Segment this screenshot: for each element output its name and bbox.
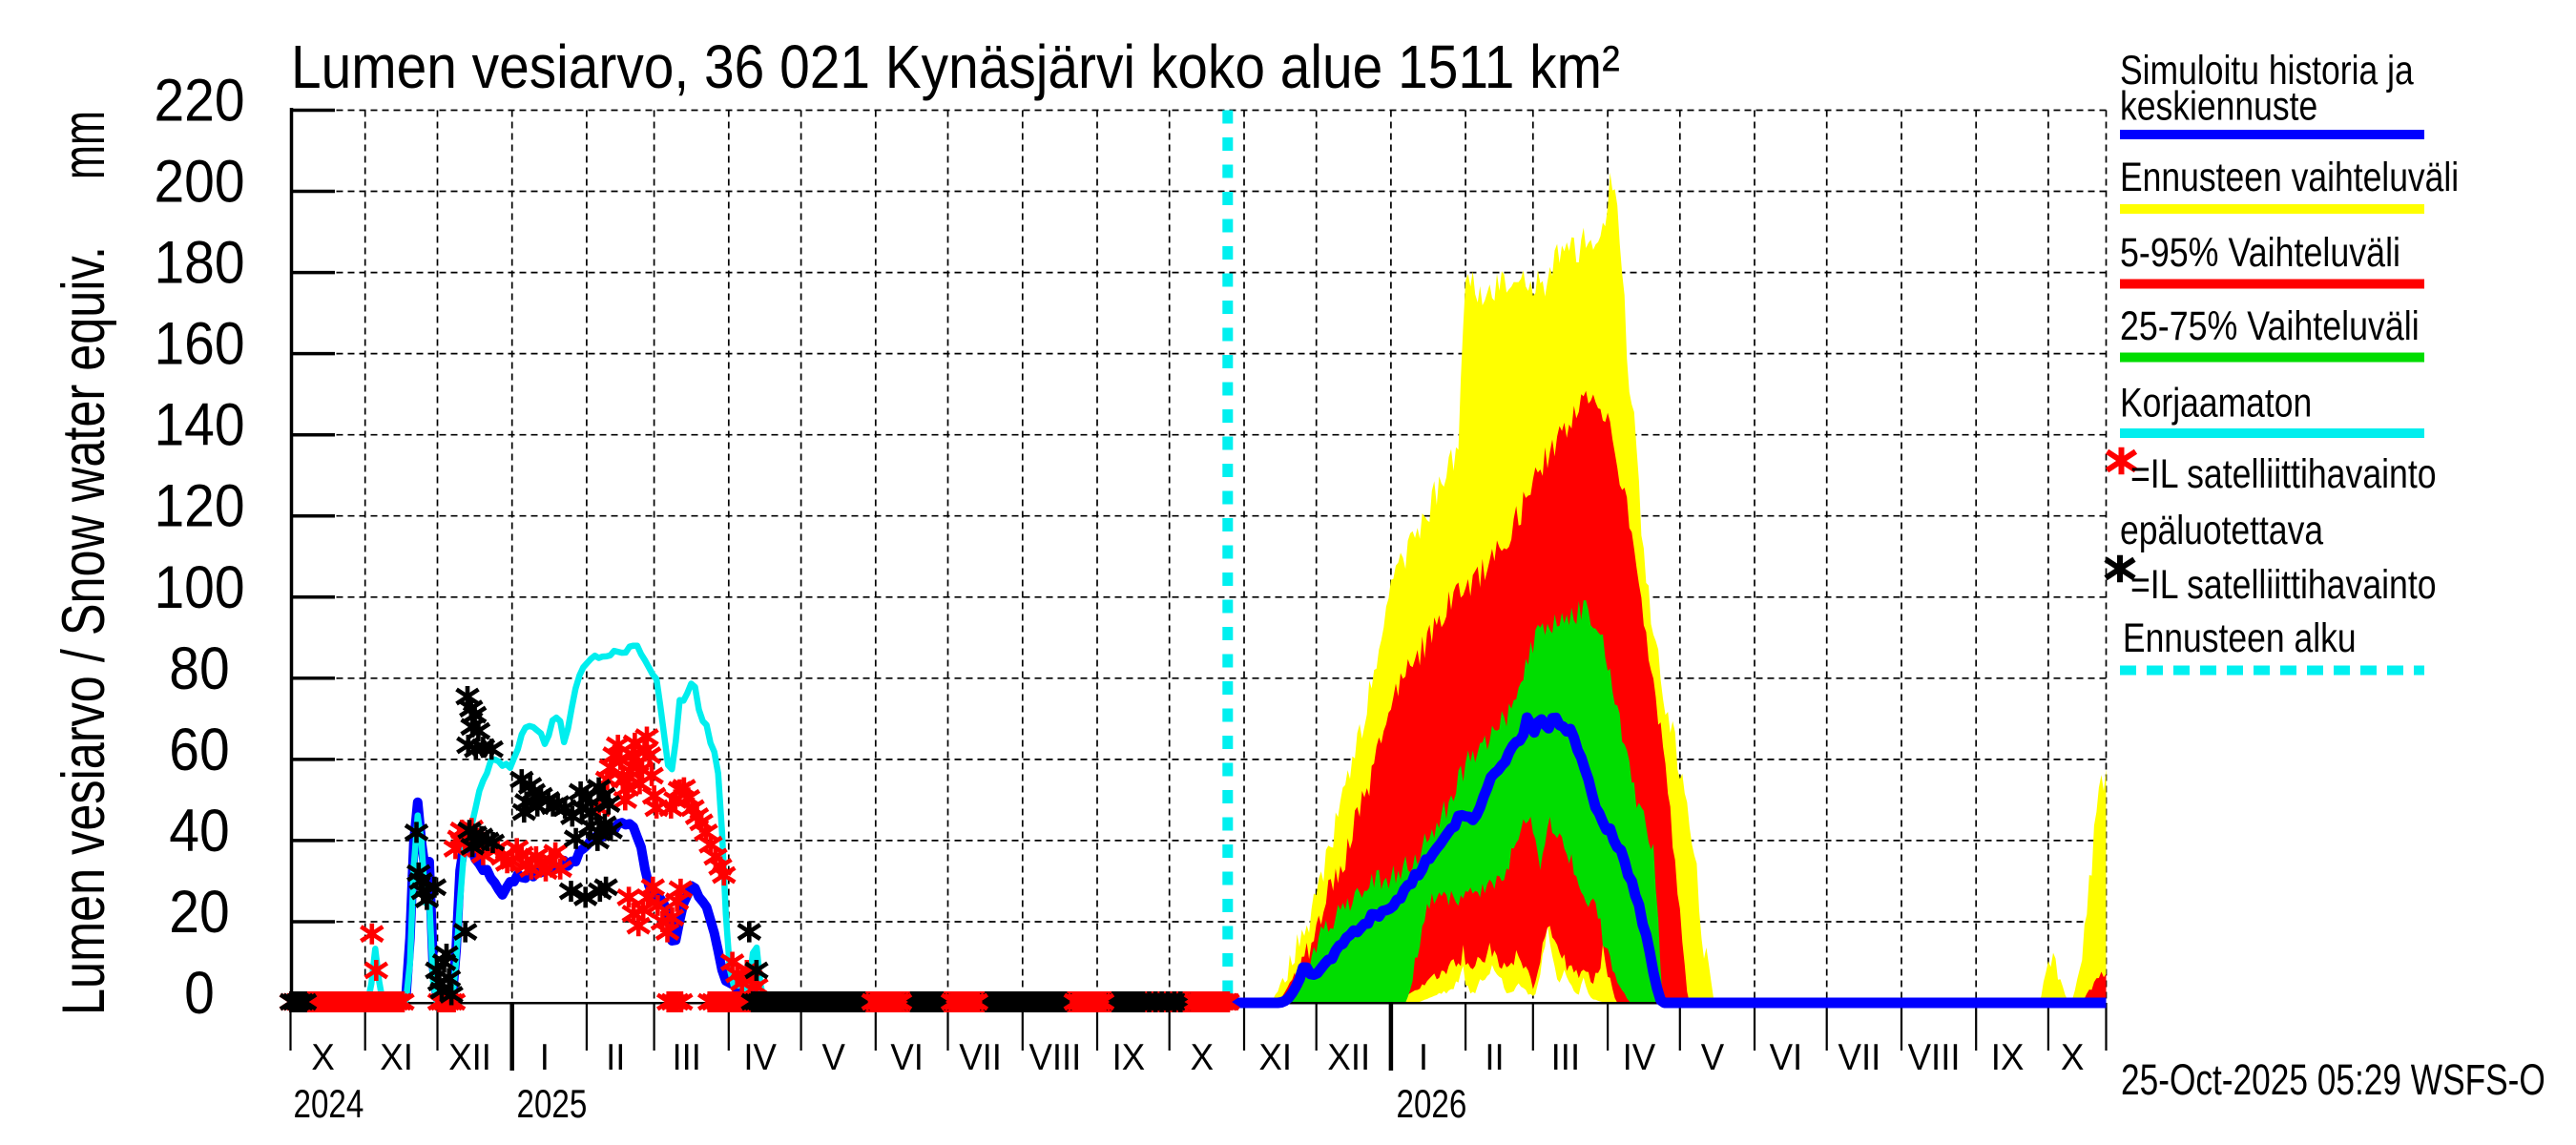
svg-text:140: 140 <box>154 392 244 459</box>
svg-text:V: V <box>822 1037 845 1078</box>
svg-text:2025: 2025 <box>517 1081 588 1126</box>
svg-text:VII: VII <box>1839 1037 1881 1078</box>
svg-text:80: 80 <box>169 635 229 702</box>
svg-text:200: 200 <box>154 149 244 216</box>
svg-text:Ennusteen alku: Ennusteen alku <box>2123 615 2357 661</box>
svg-text:IV: IV <box>1623 1037 1656 1078</box>
svg-text:X: X <box>311 1037 334 1078</box>
svg-text:keskiennuste: keskiennuste <box>2120 83 2317 129</box>
svg-text:40: 40 <box>169 798 229 864</box>
svg-text:Simuloitu historia ja: Simuloitu historia ja <box>2120 48 2414 94</box>
svg-text:160: 160 <box>154 311 244 378</box>
svg-text:II: II <box>1485 1037 1504 1078</box>
svg-text:XI: XI <box>380 1037 413 1078</box>
svg-text:5-95% Vaihteluväli: 5-95% Vaihteluväli <box>2120 230 2400 276</box>
svg-text:=IL satelliittihavainto: =IL satelliittihavainto <box>2130 451 2437 497</box>
svg-text:2024: 2024 <box>294 1081 364 1126</box>
svg-text:XII: XII <box>1327 1037 1370 1078</box>
svg-text:25-75% Vaihteluväli: 25-75% Vaihteluväli <box>2120 303 2420 349</box>
svg-text:0: 0 <box>184 960 215 1027</box>
svg-text:XI: XI <box>1259 1037 1293 1078</box>
svg-text:IX: IX <box>1991 1037 2025 1078</box>
svg-text:60: 60 <box>169 717 229 783</box>
svg-text:X: X <box>2061 1037 2084 1078</box>
svg-text:VI: VI <box>890 1037 924 1078</box>
svg-text:IV: IV <box>743 1037 777 1078</box>
svg-text:epäluotettava: epäluotettava <box>2120 508 2323 553</box>
svg-text:100: 100 <box>154 554 244 621</box>
svg-text:180: 180 <box>154 230 244 297</box>
svg-text:VIII: VIII <box>1028 1037 1081 1078</box>
svg-text:III: III <box>672 1037 701 1078</box>
svg-text:220: 220 <box>154 68 244 135</box>
svg-text:I: I <box>540 1037 550 1078</box>
svg-text:120: 120 <box>154 473 244 540</box>
svg-text:Ennusteen vaihteluväli: Ennusteen vaihteluväli <box>2120 155 2459 200</box>
svg-text:2026: 2026 <box>1397 1081 1467 1126</box>
svg-text:mm: mm <box>51 111 117 179</box>
svg-text:X: X <box>1191 1037 1214 1078</box>
svg-text:25-Oct-2025 05:29 WSFS-O: 25-Oct-2025 05:29 WSFS-O <box>2121 1055 2545 1104</box>
svg-text:V: V <box>1701 1037 1724 1078</box>
svg-text:VII: VII <box>959 1037 1002 1078</box>
svg-text:VI: VI <box>1770 1037 1803 1078</box>
svg-text:I: I <box>1419 1037 1428 1078</box>
svg-text:=IL satelliittihavainto: =IL satelliittihavainto <box>2130 562 2437 608</box>
svg-text:II: II <box>606 1037 625 1078</box>
svg-text:Lumen vesiarvo, 36 021 Kynäsjä: Lumen vesiarvo, 36 021 Kynäsjärvi koko a… <box>291 32 1620 101</box>
svg-text:XII: XII <box>448 1037 491 1078</box>
svg-text:Lumen vesiarvo / Snow water eq: Lumen vesiarvo / Snow water equiv. <box>51 246 117 1015</box>
svg-text:20: 20 <box>169 879 229 946</box>
svg-text:IX: IX <box>1112 1037 1146 1078</box>
svg-text:III: III <box>1551 1037 1581 1078</box>
svg-text:VIII: VIII <box>1908 1037 1961 1078</box>
svg-text:Korjaamaton: Korjaamaton <box>2120 381 2312 427</box>
